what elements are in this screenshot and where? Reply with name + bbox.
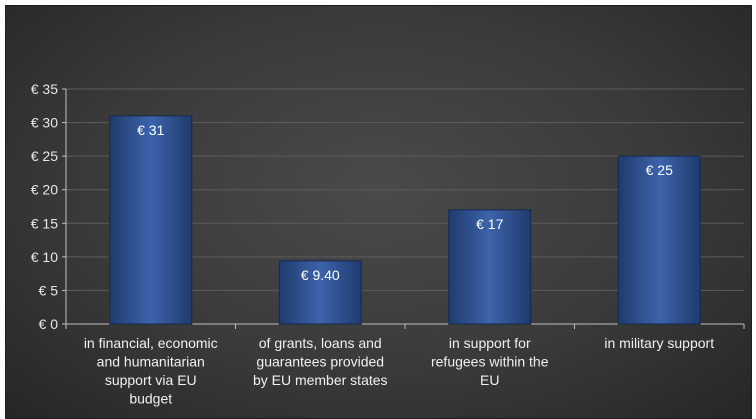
bar — [448, 209, 532, 325]
data-label: € 17 — [476, 216, 503, 232]
x-category-label: EU — [480, 372, 499, 388]
y-tick-label: € 30 — [31, 115, 58, 131]
bar — [109, 115, 193, 325]
y-tick-label: € 10 — [31, 249, 58, 265]
x-category-label: in support for — [449, 335, 531, 351]
chart-panel: € 0 € 5 € 10 € 15 € 20 € 25 € 30 € 35 € 31 in fi… — [5, 5, 752, 419]
x-category-label: by EU member states — [253, 372, 388, 388]
y-tick-label: € 0 — [39, 316, 59, 332]
x-category-label: budget — [129, 391, 172, 407]
x-category-label: refugees within the — [431, 354, 549, 370]
y-tick-label: € 25 — [31, 148, 58, 164]
y-tick-label: € 35 — [31, 81, 58, 97]
x-category-label: and humanitarian — [97, 354, 205, 370]
data-label: € 9.40 — [301, 267, 340, 283]
x-category-label: support via EU — [105, 372, 197, 388]
bar — [278, 260, 362, 325]
x-category-label: in military support — [604, 335, 714, 351]
bar-chart: € 0 € 5 € 10 € 15 € 20 € 25 € 30 € 35 € 31 in fi… — [31, 81, 745, 407]
x-category-label: guarantees provided — [256, 354, 384, 370]
x-category-label: of grants, loans and — [259, 335, 382, 351]
labels: € 31 in financial, economic and humanitari… — [84, 122, 714, 407]
y-tick-label: € 20 — [31, 182, 58, 198]
bars — [109, 115, 701, 325]
y-tick-label: € 5 — [39, 282, 59, 298]
y-tick-label: € 15 — [31, 215, 58, 231]
data-label: € 31 — [137, 122, 164, 138]
data-label: € 25 — [646, 162, 673, 178]
x-category-label: in financial, economic — [84, 335, 218, 351]
bar — [617, 155, 701, 325]
